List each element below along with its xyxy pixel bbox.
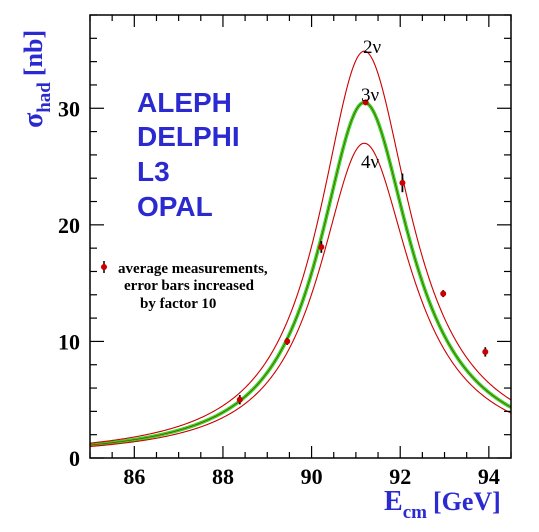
- legend-marker-point: [101, 264, 107, 270]
- y-tick-label: 10: [58, 329, 80, 354]
- experiment-label: L3: [137, 156, 170, 187]
- measurement-points-layer: [236, 99, 489, 405]
- measurement-point: [318, 243, 325, 250]
- legend: average measurements, error bars increas…: [101, 261, 268, 312]
- x-axis-title-unit: [GeV]: [433, 487, 501, 516]
- curve-label-4nu: 4ν: [361, 152, 380, 173]
- y-tick-label: 0: [69, 446, 80, 471]
- legend-text-line: average measurements,: [118, 261, 268, 277]
- curve-label-3nu: 3ν: [361, 85, 380, 106]
- y-axis-title-main: σ: [18, 112, 49, 128]
- curves-layer: [90, 50, 511, 448]
- series-line-3nu-outline: [90, 102, 511, 446]
- x-tick-label: 88: [212, 464, 234, 489]
- experiment-label: DELPHI: [137, 121, 240, 152]
- experiment-label: ALEPH: [137, 87, 232, 118]
- x-axis-title-main: E: [384, 486, 403, 517]
- curve-label-2nu: 2ν: [363, 37, 382, 58]
- x-axis-title-sub: cm: [403, 502, 427, 523]
- plot-frame: [89, 14, 512, 459]
- x-tick-label: 86: [123, 464, 145, 489]
- y-axis-title: σhad [nb]: [18, 30, 55, 128]
- legend-text-line: error bars increased: [124, 278, 255, 294]
- measurement-point: [236, 396, 243, 403]
- text-layer: ALEPH DELPHI L3 OPAL 2ν 3ν 4ν average me…: [18, 30, 501, 523]
- measurement-point: [362, 99, 369, 106]
- y-tick-label: 30: [58, 96, 80, 121]
- x-axis-title: Ecm [GeV]: [384, 486, 501, 523]
- legend-text-line: by factor 10: [140, 296, 216, 312]
- measurement-point: [440, 290, 447, 297]
- experiment-label: OPAL: [137, 191, 213, 222]
- axis-ticks-layer: 86 88 90 92 94 0 10 20 30: [58, 14, 512, 489]
- y-tick-label: 20: [58, 213, 80, 238]
- x-tick-label: 90: [301, 464, 323, 489]
- measurement-point: [399, 179, 406, 186]
- measurement-point: [284, 338, 291, 345]
- x-tick-label: 94: [478, 464, 500, 489]
- measurement-point: [482, 348, 489, 355]
- series-line-2nu: [90, 50, 511, 444]
- y-axis-title-unit: [nb]: [19, 30, 48, 76]
- x-tick-label: 92: [389, 464, 411, 489]
- y-axis-title-sub: had: [34, 82, 55, 113]
- series-line-4nu: [90, 142, 511, 448]
